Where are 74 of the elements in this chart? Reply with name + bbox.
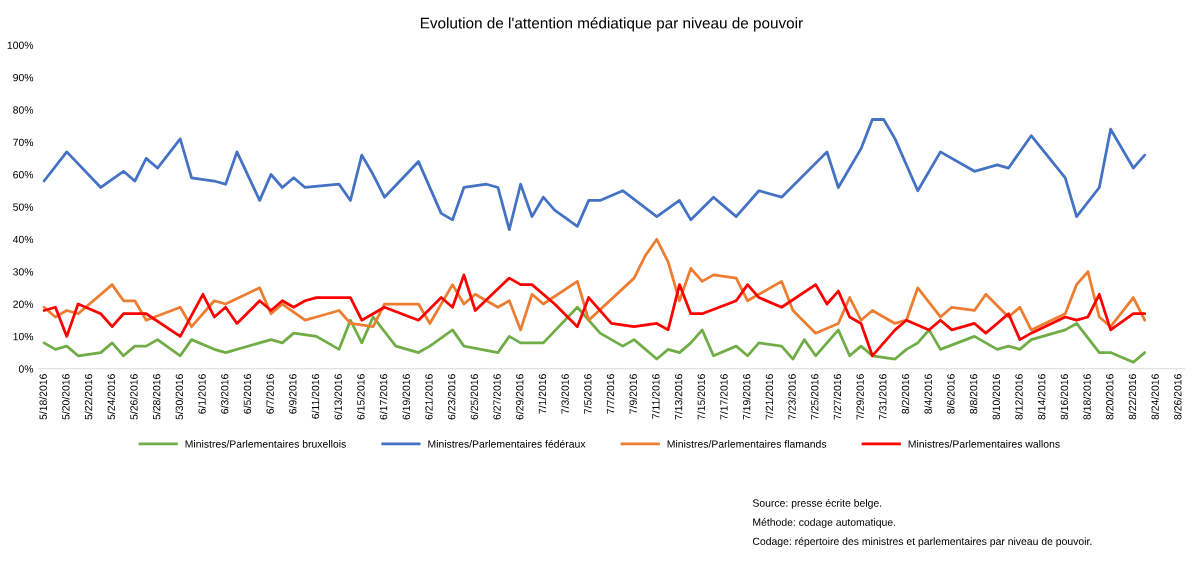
- x-tick-label: 6/21/2016: [425, 374, 433, 420]
- text: Méthode: codage automatique.: [753, 518, 896, 528]
- y-tick-label: 10%: [13, 332, 34, 341]
- x-tick-label: 7/31/2016: [878, 374, 887, 420]
- x-tick-label: 7/27/2016: [833, 374, 842, 420]
- x-tick-label: 6/29/2016: [515, 374, 524, 420]
- x-tick-label: 6/27/2016: [493, 374, 501, 420]
- x-tick-label: 7/19/2016: [742, 374, 751, 420]
- x-tick-label: 5/22/2016: [84, 374, 93, 420]
- x-tick-label: 7/3/2016: [561, 374, 569, 414]
- x-tick-label: 7/5/2016: [583, 374, 592, 414]
- y-tick-label: 70%: [13, 138, 34, 147]
- x-tick-label: 5/20/2016: [61, 374, 70, 420]
- x-tick-label: 8/24/2016: [1151, 374, 1159, 420]
- x-tick-label: 7/1/2016: [538, 374, 547, 414]
- x-tick-label: 6/5/2016: [243, 374, 252, 414]
- x-tick-label: 6/3/2016: [220, 374, 229, 414]
- x-tick-label: 6/1/2016: [198, 374, 206, 414]
- line-series: [42, 237, 1147, 335]
- x-tick-label: 8/12/2016: [1015, 374, 1023, 420]
- x-tick-label: 7/23/2016: [788, 374, 796, 420]
- x-tick-label: 7/17/2016: [720, 374, 728, 420]
- x-tick-label: 8/2/2016: [901, 374, 910, 414]
- x-tick-label: 7/25/2016: [810, 374, 819, 420]
- x-tick-label: 6/7/2016: [266, 374, 274, 414]
- x-tick-label: 8/10/2016: [992, 374, 1000, 420]
- x-tick-label: 6/17/2016: [379, 374, 388, 420]
- y-tick-label: 0%: [18, 365, 34, 373]
- line-series: [42, 118, 1147, 231]
- y-tick-label: 40%: [12, 235, 34, 244]
- x-tick-label: 6/23/2016: [447, 374, 456, 420]
- chart-title: Evolution de l'attention médiatique par niveau de pouvoir: [420, 17, 803, 32]
- y-tick-label: 90%: [13, 73, 34, 82]
- x-tick-label: 6/9/2016: [288, 374, 297, 414]
- legend-label: Ministres/Parlementaires wallons: [908, 440, 1060, 448]
- y-tick-label: 20%: [13, 300, 34, 308]
- y-tick-label: 60%: [13, 171, 34, 179]
- x-tick-label: 7/9/2016: [629, 374, 637, 414]
- x-tick-label: 8/16/2016: [1060, 374, 1069, 420]
- x-tick-label: 6/25/2016: [470, 374, 479, 420]
- x-tick-label: 5/26/2016: [129, 374, 138, 420]
- x-tick-label: 7/21/2016: [765, 374, 774, 420]
- x-tick-label: 5/28/2016: [152, 374, 161, 420]
- x-tick-label: 8/18/2016: [1083, 374, 1091, 420]
- y-tick-label: 100%: [7, 41, 34, 49]
- legend-label: Ministres/Parlementaires flamands: [667, 440, 827, 448]
- x-tick-label: 8/20/2016: [1105, 374, 1114, 420]
- x-tick-label: 7/15/2016: [697, 374, 705, 420]
- text: Codage: répertoire des ministres et parlementaires par niveau de pouvoir.: [752, 537, 1092, 548]
- x-tick-label: 8/6/2016: [946, 374, 955, 414]
- x-tick-label: 8/4/2016: [924, 374, 932, 414]
- x-tick-label: 7/11/2016: [651, 374, 660, 419]
- source-note: Source: presse écrite belge.: [752, 498, 882, 509]
- x-tick-label: 6/13/2016: [334, 374, 342, 420]
- x-tick-label: 8/22/2016: [1128, 374, 1137, 420]
- legend-label: Ministres/Parlementaires bruxellois: [185, 440, 346, 448]
- x-tick-label: 8/8/2016: [969, 374, 978, 414]
- x-tick-label: 5/24/2016: [107, 374, 115, 420]
- y-tick-label: 80%: [13, 106, 34, 114]
- line-series: [42, 305, 1147, 364]
- x-tick-label: 7/29/2016: [856, 374, 864, 420]
- y-tick-label: 30%: [13, 268, 34, 276]
- x-tick-label: 8/14/2016: [1037, 374, 1046, 420]
- x-tick-label: 7/13/2016: [674, 374, 683, 420]
- x-tick-label: 8/26/2016: [1173, 374, 1182, 420]
- x-tick-label: 6/19/2016: [402, 374, 410, 420]
- x-tick-label: 6/15/2016: [356, 374, 365, 420]
- legend-label: Ministres/Parlementaires fédéraux: [428, 439, 586, 448]
- x-tick-label: 6/11/2016: [311, 374, 320, 419]
- x-tick-label: 7/7/2016: [606, 374, 615, 414]
- y-tick-label: 50%: [13, 203, 34, 211]
- line-series: [42, 273, 1147, 358]
- x-tick-label: 5/18/2016: [39, 374, 47, 420]
- x-tick-label: 5/30/2016: [175, 374, 184, 420]
